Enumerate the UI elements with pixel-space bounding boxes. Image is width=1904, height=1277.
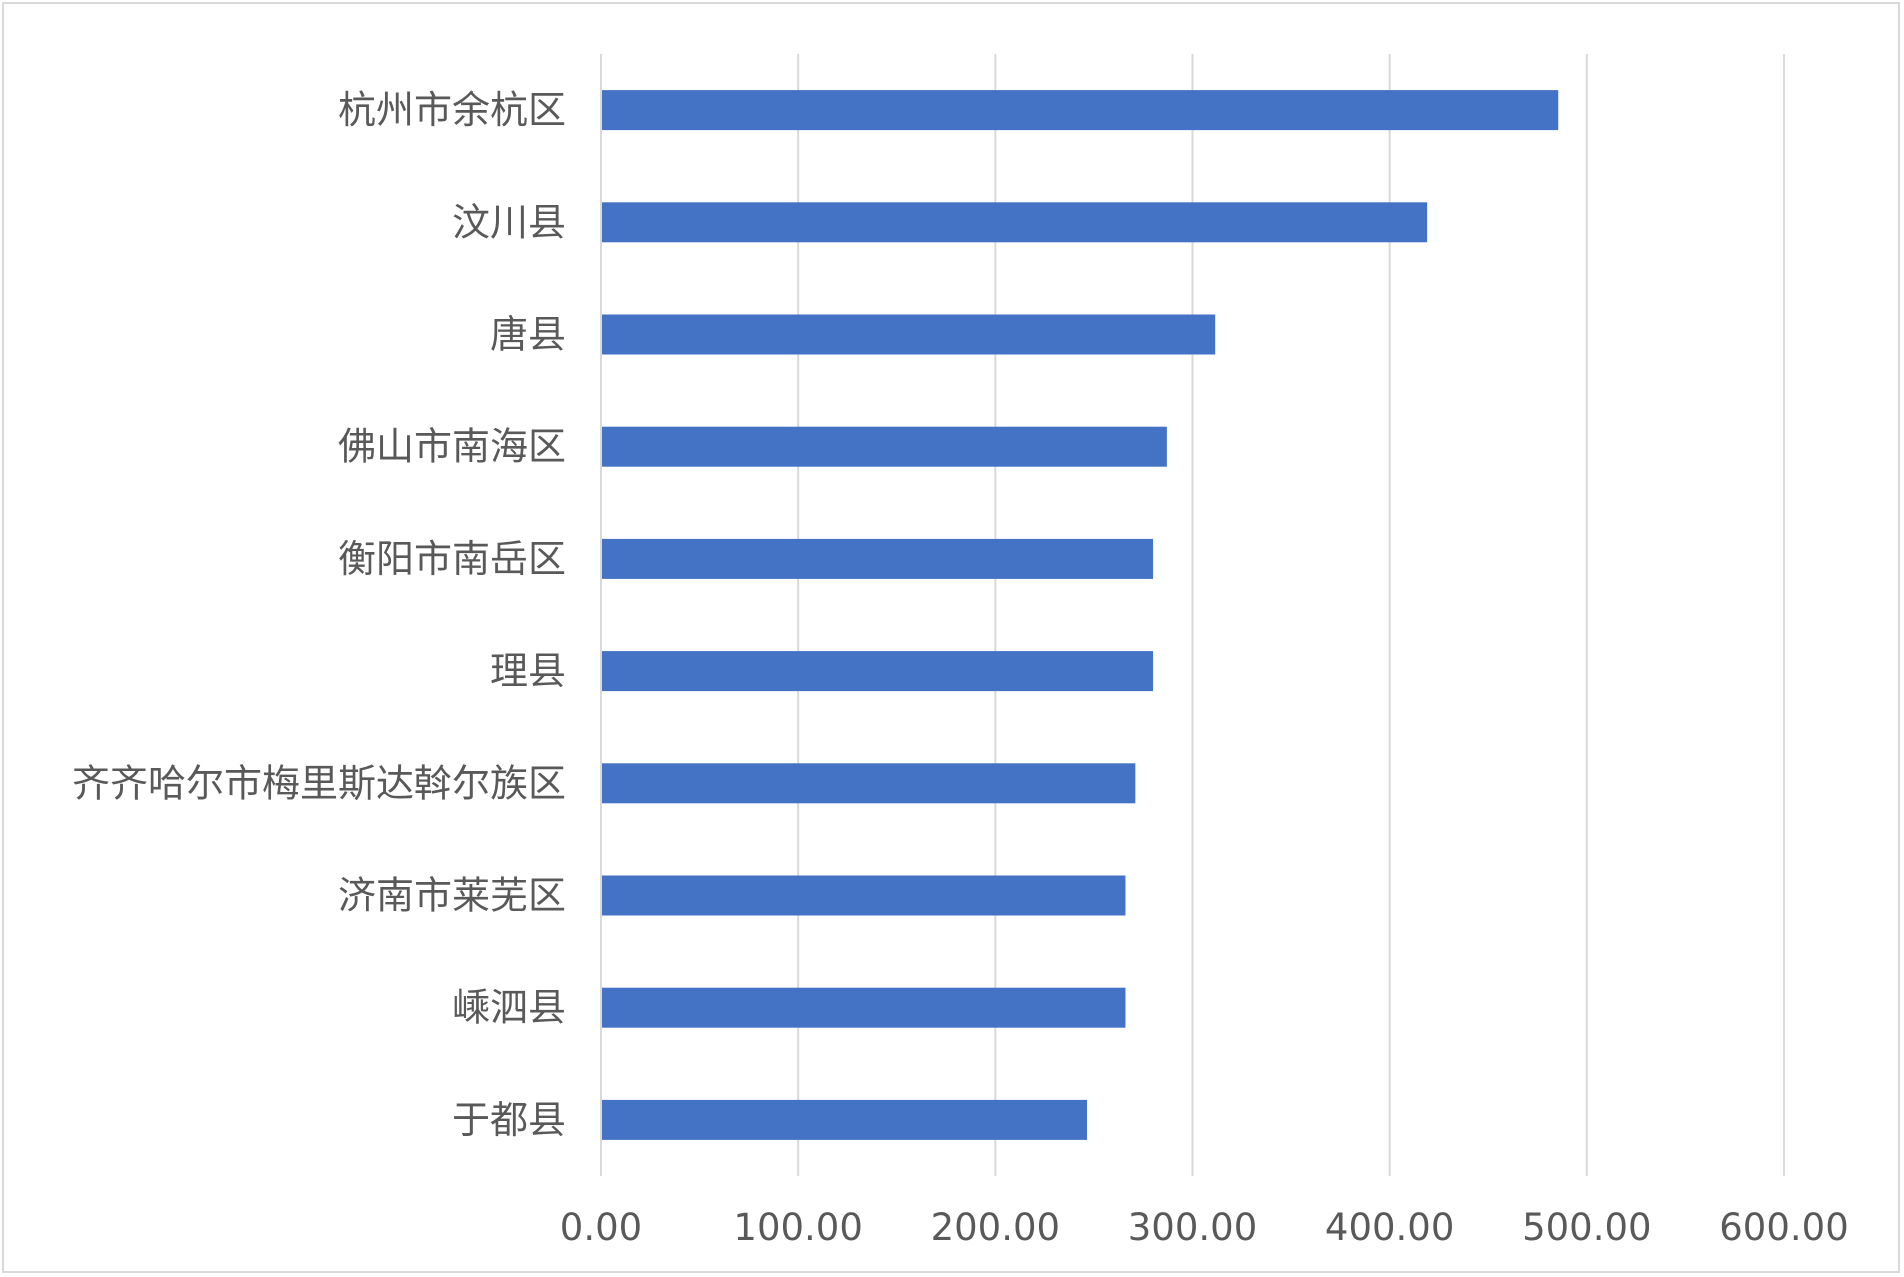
x-tick-label: 300.00 [1128, 1206, 1257, 1249]
category-label: 汶川县 [452, 200, 566, 244]
x-tick-label: 0.00 [560, 1206, 642, 1249]
bar [602, 426, 1167, 467]
x-tick-label: 600.00 [1719, 1206, 1848, 1249]
bars [602, 90, 1559, 1140]
bar [602, 875, 1126, 916]
category-labels: 杭州市余杭区汶川县唐县佛山市南海区衡阳市南岳区理县齐齐哈尔市梅里斯达斡尔族区济南… [72, 88, 566, 1142]
bar [602, 90, 1559, 131]
bar [602, 1099, 1088, 1140]
x-tick-label: 200.00 [931, 1206, 1060, 1249]
bar [602, 202, 1428, 243]
x-tick-label: 400.00 [1325, 1206, 1454, 1249]
bar [602, 314, 1216, 355]
category-label: 齐齐哈尔市梅里斯达斡尔族区 [72, 761, 566, 805]
category-label: 嵊泗县 [452, 986, 566, 1030]
category-label: 理县 [490, 649, 566, 693]
bar-chart: 杭州市余杭区汶川县唐县佛山市南海区衡阳市南岳区理县齐齐哈尔市梅里斯达斡尔族区济南… [72, 54, 1849, 1249]
x-axis-tick-labels: 0.00 100.00 200.00 300.00 400.00 500.00 600.00 [560, 1206, 1849, 1249]
category-label: 杭州市余杭区 [338, 88, 566, 132]
category-label: 佛山市南海区 [338, 425, 566, 469]
x-tick-label: 100.00 [733, 1206, 862, 1249]
bar [602, 651, 1154, 692]
bar [602, 987, 1126, 1028]
category-label: 济南市莱芜区 [338, 874, 566, 918]
bar [602, 538, 1154, 579]
category-label: 唐县 [490, 313, 566, 357]
bar [602, 763, 1136, 804]
category-label: 衡阳市南岳区 [338, 537, 566, 581]
category-label: 于都县 [452, 1098, 566, 1142]
x-tick-label: 500.00 [1522, 1206, 1651, 1249]
